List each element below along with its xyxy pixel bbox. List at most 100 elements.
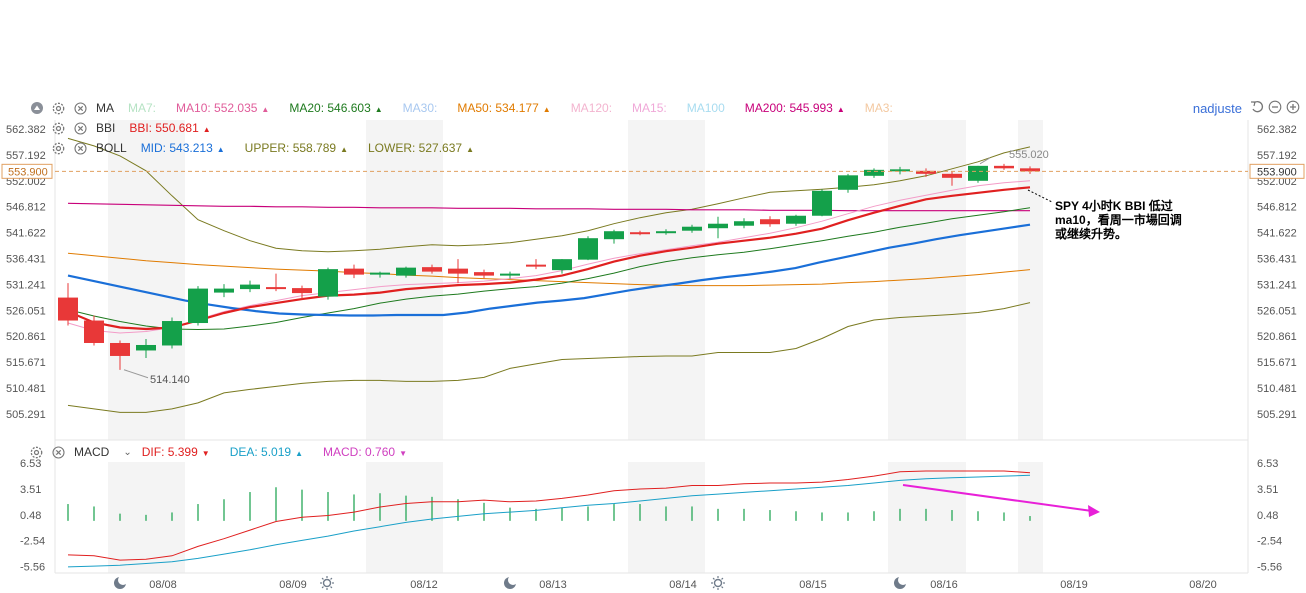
x-tick-label: 08/15	[799, 579, 827, 591]
zoom-in-icon[interactable]	[1286, 100, 1300, 117]
candle-body	[578, 238, 598, 260]
macd-tick-label: 6.53	[1257, 458, 1278, 470]
price-tag	[1249, 163, 1305, 179]
candle-body	[838, 175, 858, 190]
boll-mid-line	[67, 223, 1031, 317]
y-tick-label: 510.481	[1257, 383, 1297, 395]
legend-ma-item: MA50: 534.177 ▲	[457, 101, 551, 115]
legend-ma-item: MA120:	[570, 101, 613, 115]
settings-icon[interactable]	[52, 102, 65, 115]
ma200-line	[67, 202, 1030, 212]
close-icon[interactable]	[74, 101, 87, 115]
candle-body	[994, 165, 1014, 169]
macd-tick-label: 6.53	[20, 458, 41, 470]
settings-icon[interactable]	[52, 122, 65, 135]
candle-body	[396, 267, 416, 276]
legend-ma-value: 534.177	[492, 101, 539, 115]
legend-bbi-name: BBI	[96, 121, 116, 135]
y-tick-label: 546.812	[1257, 202, 1297, 214]
candle-body	[708, 223, 728, 229]
legend-boll-item: UPPER: 558.789 ▲	[244, 141, 348, 155]
y-tick-label: 526.051	[6, 305, 46, 317]
y-tick-label: 526.051	[1257, 305, 1297, 317]
settings-icon[interactable]	[52, 142, 65, 155]
legend-ma-item: MA30:	[402, 101, 438, 115]
legend-boll-value: 558.789	[289, 141, 337, 155]
candle-body	[760, 219, 780, 225]
legend-boll-item: LOWER: 527.637 ▲	[368, 141, 474, 155]
close-icon[interactable]	[74, 141, 87, 155]
macd-tick-label: -2.54	[1257, 536, 1282, 548]
settings-icon[interactable]	[30, 446, 43, 459]
candle-body	[136, 344, 156, 351]
close-icon[interactable]	[74, 121, 87, 135]
macd-tick-label: -5.56	[20, 562, 45, 574]
x-tick-label: 08/16	[930, 579, 958, 591]
price-tag-label: 553.900	[1257, 166, 1297, 178]
candle-body	[266, 287, 286, 290]
candle-body	[474, 272, 494, 276]
candle-body	[240, 284, 260, 290]
legend-ma-item: MA200: 545.993 ▲	[744, 101, 845, 115]
sun-ray	[712, 577, 715, 580]
legend-toggle-icon[interactable]	[30, 102, 43, 115]
candle-body	[864, 169, 884, 176]
arrow-up-icon: ▲	[542, 105, 551, 114]
username-link[interactable]: nadjuste	[1192, 101, 1242, 116]
macd-dea-line	[67, 474, 1031, 568]
candle-body	[500, 273, 520, 276]
toolbar-right: nadjuste	[1193, 100, 1300, 117]
legend-ma-item: MA3:	[864, 101, 893, 115]
high-pointer	[979, 157, 991, 165]
candle-body	[890, 169, 910, 172]
y-tick-label: 536.431	[6, 254, 46, 266]
legend-ma-item: MA100	[686, 101, 725, 115]
candle-body	[162, 321, 182, 346]
sun-ray	[330, 586, 333, 589]
macd-tick-label: 0.48	[20, 510, 41, 522]
x-tick-label: 08/09	[279, 579, 307, 591]
chevron-down-icon[interactable]: ⌄	[123, 446, 132, 458]
legend-bbi-value: 550.681	[152, 121, 199, 135]
y-tick-label: 505.291	[1257, 409, 1297, 421]
macd-tick-label: 3.51	[1257, 484, 1278, 496]
legend-macd-value: 5.019	[257, 445, 292, 459]
candle-body	[318, 269, 338, 297]
candle-body	[968, 165, 988, 181]
y-tick-label: 531.241	[1257, 279, 1297, 291]
legend-macd-item: DIF: 5.399 ▼	[141, 445, 210, 459]
price-tag	[1, 163, 53, 179]
zoom-out-icon[interactable]	[1268, 100, 1282, 117]
arrow-up-icon: ▲	[466, 145, 474, 154]
candle-body	[214, 288, 234, 293]
arrow-up-icon: ▲	[836, 105, 845, 114]
undo-icon[interactable]	[1250, 100, 1264, 117]
arrow-up-icon: ▲	[216, 145, 225, 154]
candle-body	[188, 288, 208, 324]
x-tick-label: 08/13	[539, 579, 567, 591]
candle-body	[110, 342, 130, 356]
legend-macd-value: 5.399	[164, 445, 198, 459]
legend-boll-item: MID: 543.213 ▲	[140, 141, 225, 155]
boll-upper-line	[67, 137, 1031, 253]
legend-macd: MACD ⌄ DIF: 5.399 ▼ DEA: 5.019 ▲ MACD: 0.760…	[30, 444, 427, 460]
candle-body	[448, 268, 468, 274]
low-pointer	[123, 369, 149, 379]
candle-body	[656, 231, 676, 234]
high-label: 555.020	[1009, 149, 1049, 161]
macd-tick-label: -5.56	[1257, 562, 1282, 574]
annotation-text: SPY 4小时K BBI 低过 ma10，看周一市場回调或继续升势。	[1055, 199, 1182, 241]
moon-icon-cutout	[898, 575, 908, 585]
low-label: 514.140	[150, 374, 190, 386]
y-tick-label: 541.622	[6, 228, 46, 240]
sun-icon	[713, 578, 723, 588]
candle-body	[942, 173, 962, 178]
arrow-up-icon: ▲	[261, 105, 270, 114]
x-tick-label: 08/08	[149, 579, 177, 591]
close-icon[interactable]	[52, 445, 65, 459]
candle-body	[682, 226, 702, 231]
legend-ma-value: 552.035	[210, 101, 258, 115]
moon-icon-cutout	[118, 575, 128, 585]
y-tick-label: 562.382	[6, 124, 46, 136]
x-tick-label: 08/20	[1189, 579, 1217, 591]
